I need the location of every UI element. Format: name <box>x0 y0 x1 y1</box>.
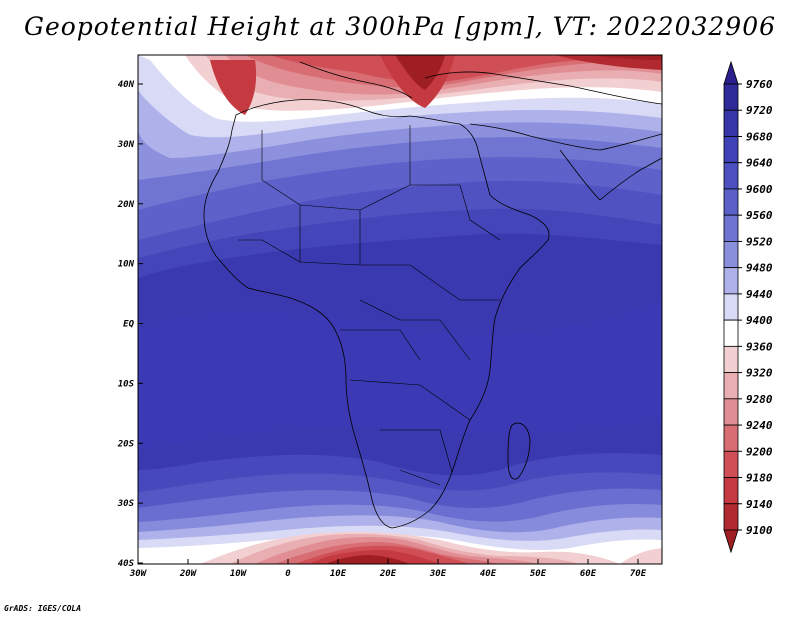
lat-label: 30S <box>117 499 135 509</box>
lon-label: 60E <box>580 569 597 579</box>
colorbar-segment <box>723 109 739 137</box>
lon-label: 20E <box>379 569 397 579</box>
colorbar-segment <box>723 162 739 190</box>
borders <box>238 125 501 486</box>
colorbar-segment <box>723 398 739 426</box>
colorbar-segment <box>723 424 739 452</box>
latitude-axis: 40N 30N 20N 10N EQ 10S 20S 30S 40S <box>117 80 143 569</box>
colorbar-bottom-arrow <box>723 529 739 554</box>
colorbar-label: 9440 <box>746 288 773 301</box>
colorbar-segment <box>723 188 739 216</box>
colorbar-label: 9680 <box>746 130 773 143</box>
lon-label: 10E <box>330 569 347 579</box>
lon-label: 20W <box>179 569 198 579</box>
lat-label: 20N <box>117 200 135 210</box>
colorbar-segment <box>723 503 739 531</box>
colorbar-label: 9560 <box>746 209 773 222</box>
colorbar-segment <box>723 267 739 295</box>
colorbar-label: 9480 <box>746 262 773 275</box>
colorbar-label: 9760 <box>746 78 773 91</box>
colorbar-segment <box>723 136 739 164</box>
plot-frame <box>137 54 663 565</box>
colorbar-label: 9600 <box>746 183 773 196</box>
footer-credit: GrADS: IGES/COLA <box>4 604 82 613</box>
lat-label: 40S <box>118 559 135 569</box>
lon-label: 0 <box>285 569 291 579</box>
colorbar-label: 9400 <box>746 314 773 327</box>
contour-field <box>138 55 662 564</box>
lat-label: 40N <box>118 80 135 90</box>
colorbar-label: 9200 <box>746 445 773 458</box>
lon-label: 70E <box>630 569 647 579</box>
colorbar-label: 9180 <box>746 472 773 485</box>
colorbar-segment <box>723 241 739 269</box>
colorbar-segment <box>723 214 739 242</box>
map-title: Geopotential Height at 300hPa [gpm], VT:… <box>23 12 777 41</box>
colorbar-segment <box>723 372 739 400</box>
colorbar-segment <box>723 319 739 347</box>
colorbar-label: 9140 <box>746 498 773 511</box>
colorbar-label: 9360 <box>746 340 773 353</box>
colorbar-label: 9520 <box>746 235 773 248</box>
lat-label: 20S <box>117 439 135 449</box>
lon-label: 10W <box>230 569 248 579</box>
colorbar: 9760 9720 9680 9640 9600 9560 9520 9480 9440 9400… <box>723 60 773 554</box>
colorbar-label: 9280 <box>746 393 773 406</box>
lat-label: EQ <box>123 320 134 330</box>
lon-label: 30E <box>429 569 447 579</box>
colorbar-segment <box>723 477 739 505</box>
lon-label: 30W <box>129 569 148 579</box>
colorbar-label: 9720 <box>746 104 773 117</box>
colorbar-top-arrow <box>723 60 739 85</box>
lon-label: 50E <box>530 569 547 579</box>
colorbar-label: 9640 <box>746 157 773 170</box>
colorbar-segment <box>723 345 739 373</box>
colorbar-segment <box>723 293 739 321</box>
lat-label: 10N <box>118 260 135 270</box>
lon-label: 40E <box>480 569 497 579</box>
colorbar-segment <box>723 83 739 111</box>
colorbar-label: 9240 <box>746 419 773 432</box>
colorbar-segment <box>723 450 739 478</box>
lat-label: 10S <box>118 379 135 389</box>
colorbar-label: 9100 <box>746 524 773 537</box>
lat-label: 30N <box>117 140 135 150</box>
coastlines <box>203 61 662 529</box>
longitude-axis: 30W 20W 10W 0 10E 20E 30E 40E 50E 60E 70E <box>129 559 647 579</box>
colorbar-label: 9320 <box>746 367 773 380</box>
